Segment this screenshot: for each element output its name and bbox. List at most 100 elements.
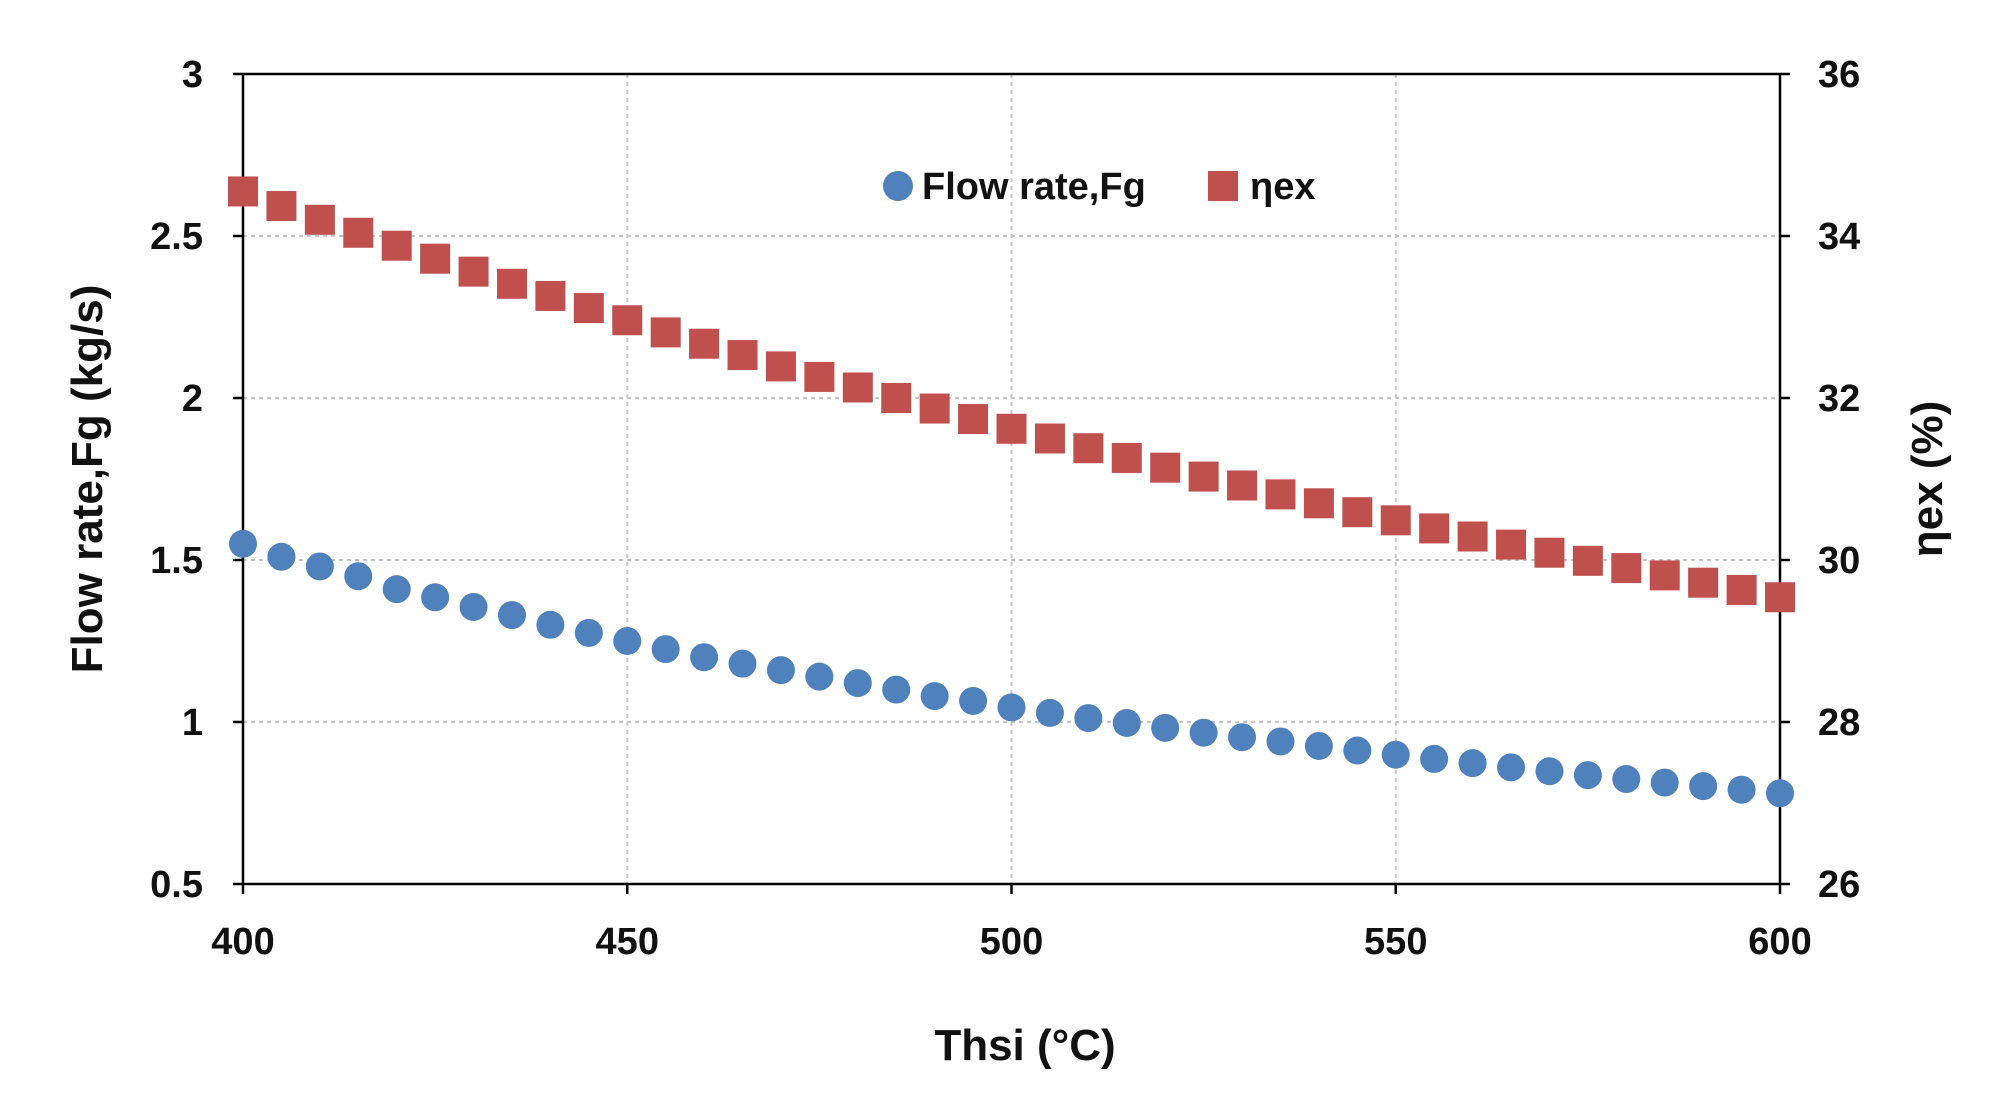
data-point-eta-ex: [804, 361, 835, 392]
data-point-flow-rate: [613, 627, 642, 655]
data-point-flow-rate: [536, 610, 565, 639]
data-point-flow-rate: [1612, 765, 1641, 794]
data-point-eta-ex: [458, 256, 489, 287]
legend-marker-eta-ex: [1208, 171, 1238, 201]
x-axis-title: Thsi (°C): [934, 1021, 1115, 1070]
data-point-flow-rate: [1497, 753, 1526, 782]
data-point-eta-ex: [266, 191, 297, 222]
y-axis-left-title: Flow rate,Fg (kg/s): [63, 285, 112, 674]
data-point-flow-rate: [1266, 727, 1295, 756]
data-point-flow-rate: [1420, 744, 1449, 773]
data-point-flow-rate: [1304, 731, 1333, 760]
data-point-flow-rate: [421, 583, 450, 612]
legend-label-eta-ex: ηex: [1250, 166, 1315, 208]
data-point-flow-rate: [920, 682, 949, 711]
data-point-eta-ex: [573, 293, 604, 324]
data-point-flow-rate: [305, 552, 334, 581]
data-point-eta-ex: [1111, 442, 1142, 473]
data-point-eta-ex: [228, 176, 258, 207]
data-point-flow-rate: [267, 542, 296, 571]
data-point-eta-ex: [1419, 513, 1450, 544]
series-layer: [228, 176, 1795, 808]
data-point-eta-ex: [1342, 497, 1373, 528]
data-point-flow-rate: [497, 601, 526, 630]
data-point-eta-ex: [304, 204, 335, 235]
data-point-eta-ex: [1227, 470, 1258, 501]
x-tick-label: 400: [211, 921, 274, 963]
data-point-eta-ex: [1611, 553, 1642, 584]
data-point-eta-ex: [996, 413, 1027, 444]
y-right-tick-label: 34: [1818, 216, 1860, 258]
data-point-flow-rate: [574, 618, 603, 647]
data-point-eta-ex: [1534, 537, 1565, 568]
y-left-tick-label: 3: [182, 54, 203, 96]
data-point-flow-rate: [959, 686, 988, 715]
data-point-eta-ex: [1765, 582, 1795, 613]
data-point-eta-ex: [765, 351, 796, 382]
y-right-tick-label: 26: [1818, 864, 1860, 906]
data-point-eta-ex: [535, 280, 566, 311]
data-point-flow-rate: [1151, 713, 1180, 742]
data-point-eta-ex: [496, 268, 527, 299]
data-point-eta-ex: [420, 243, 451, 274]
data-point-eta-ex: [1380, 505, 1411, 536]
data-point-eta-ex: [1034, 423, 1065, 454]
x-tick-label: 450: [596, 921, 659, 963]
y-left-tick-label: 2.5: [150, 216, 203, 258]
data-point-flow-rate: [344, 562, 373, 591]
legend-label-flow-rate: Flow rate,Fg: [922, 166, 1146, 208]
data-point-eta-ex: [1073, 433, 1104, 464]
x-tick-label: 550: [1364, 921, 1427, 963]
data-point-eta-ex: [689, 328, 720, 359]
data-point-flow-rate: [1766, 779, 1794, 808]
y-left-tick-label: 1: [182, 702, 203, 744]
y-left-tick-label: 2: [182, 378, 203, 420]
data-point-flow-rate: [997, 693, 1026, 722]
data-point-flow-rate: [1343, 736, 1372, 765]
data-point-eta-ex: [958, 404, 989, 435]
data-point-flow-rate: [843, 669, 872, 698]
data-point-eta-ex: [1265, 479, 1296, 510]
data-point-flow-rate: [1035, 698, 1064, 727]
data-point-flow-rate: [1112, 708, 1141, 737]
data-point-eta-ex: [842, 372, 873, 403]
data-point-eta-ex: [612, 305, 643, 336]
y-right-tick-label: 30: [1818, 540, 1860, 582]
data-point-eta-ex: [727, 340, 758, 371]
data-point-flow-rate: [690, 643, 719, 672]
y-right-tick-label: 36: [1818, 54, 1860, 96]
x-tick-label: 500: [980, 921, 1043, 963]
data-point-flow-rate: [766, 656, 795, 685]
data-point-flow-rate: [1458, 749, 1487, 778]
ticks-layer: 400 450 500 550 600 0.5 1 1.5 2 2.5 3 26 28 30 32 34 36: [150, 54, 1860, 963]
y-left-tick-label: 0.5: [150, 864, 203, 906]
data-point-flow-rate: [1189, 718, 1218, 747]
data-point-eta-ex: [1303, 488, 1334, 519]
data-point-eta-ex: [1572, 545, 1603, 576]
data-point-flow-rate: [1228, 723, 1257, 752]
data-point-flow-rate: [1074, 704, 1103, 733]
data-point-eta-ex: [1150, 452, 1181, 483]
data-point-flow-rate: [805, 662, 834, 691]
y-axis-right-title: ηex (%): [1903, 401, 1952, 557]
data-point-flow-rate: [459, 592, 488, 621]
data-point-flow-rate: [382, 575, 411, 604]
data-point-flow-rate: [1535, 757, 1564, 786]
data-point-flow-rate: [229, 529, 257, 558]
data-point-eta-ex: [881, 383, 912, 413]
data-point-eta-ex: [381, 230, 412, 261]
legend: Flow rate,Fg ηex: [883, 166, 1315, 208]
data-point-eta-ex: [343, 217, 374, 248]
y-left-tick-label: 1.5: [150, 540, 203, 582]
data-point-eta-ex: [1688, 567, 1719, 598]
data-point-flow-rate: [1381, 740, 1410, 769]
data-point-flow-rate: [728, 649, 757, 678]
legend-marker-flow-rate: [883, 171, 913, 201]
data-point-flow-rate: [1727, 775, 1756, 804]
data-point-flow-rate: [1650, 768, 1679, 797]
x-tick-label: 600: [1748, 921, 1811, 963]
data-point-flow-rate: [882, 675, 911, 704]
data-point-flow-rate: [651, 635, 680, 664]
data-point-eta-ex: [1188, 461, 1219, 492]
